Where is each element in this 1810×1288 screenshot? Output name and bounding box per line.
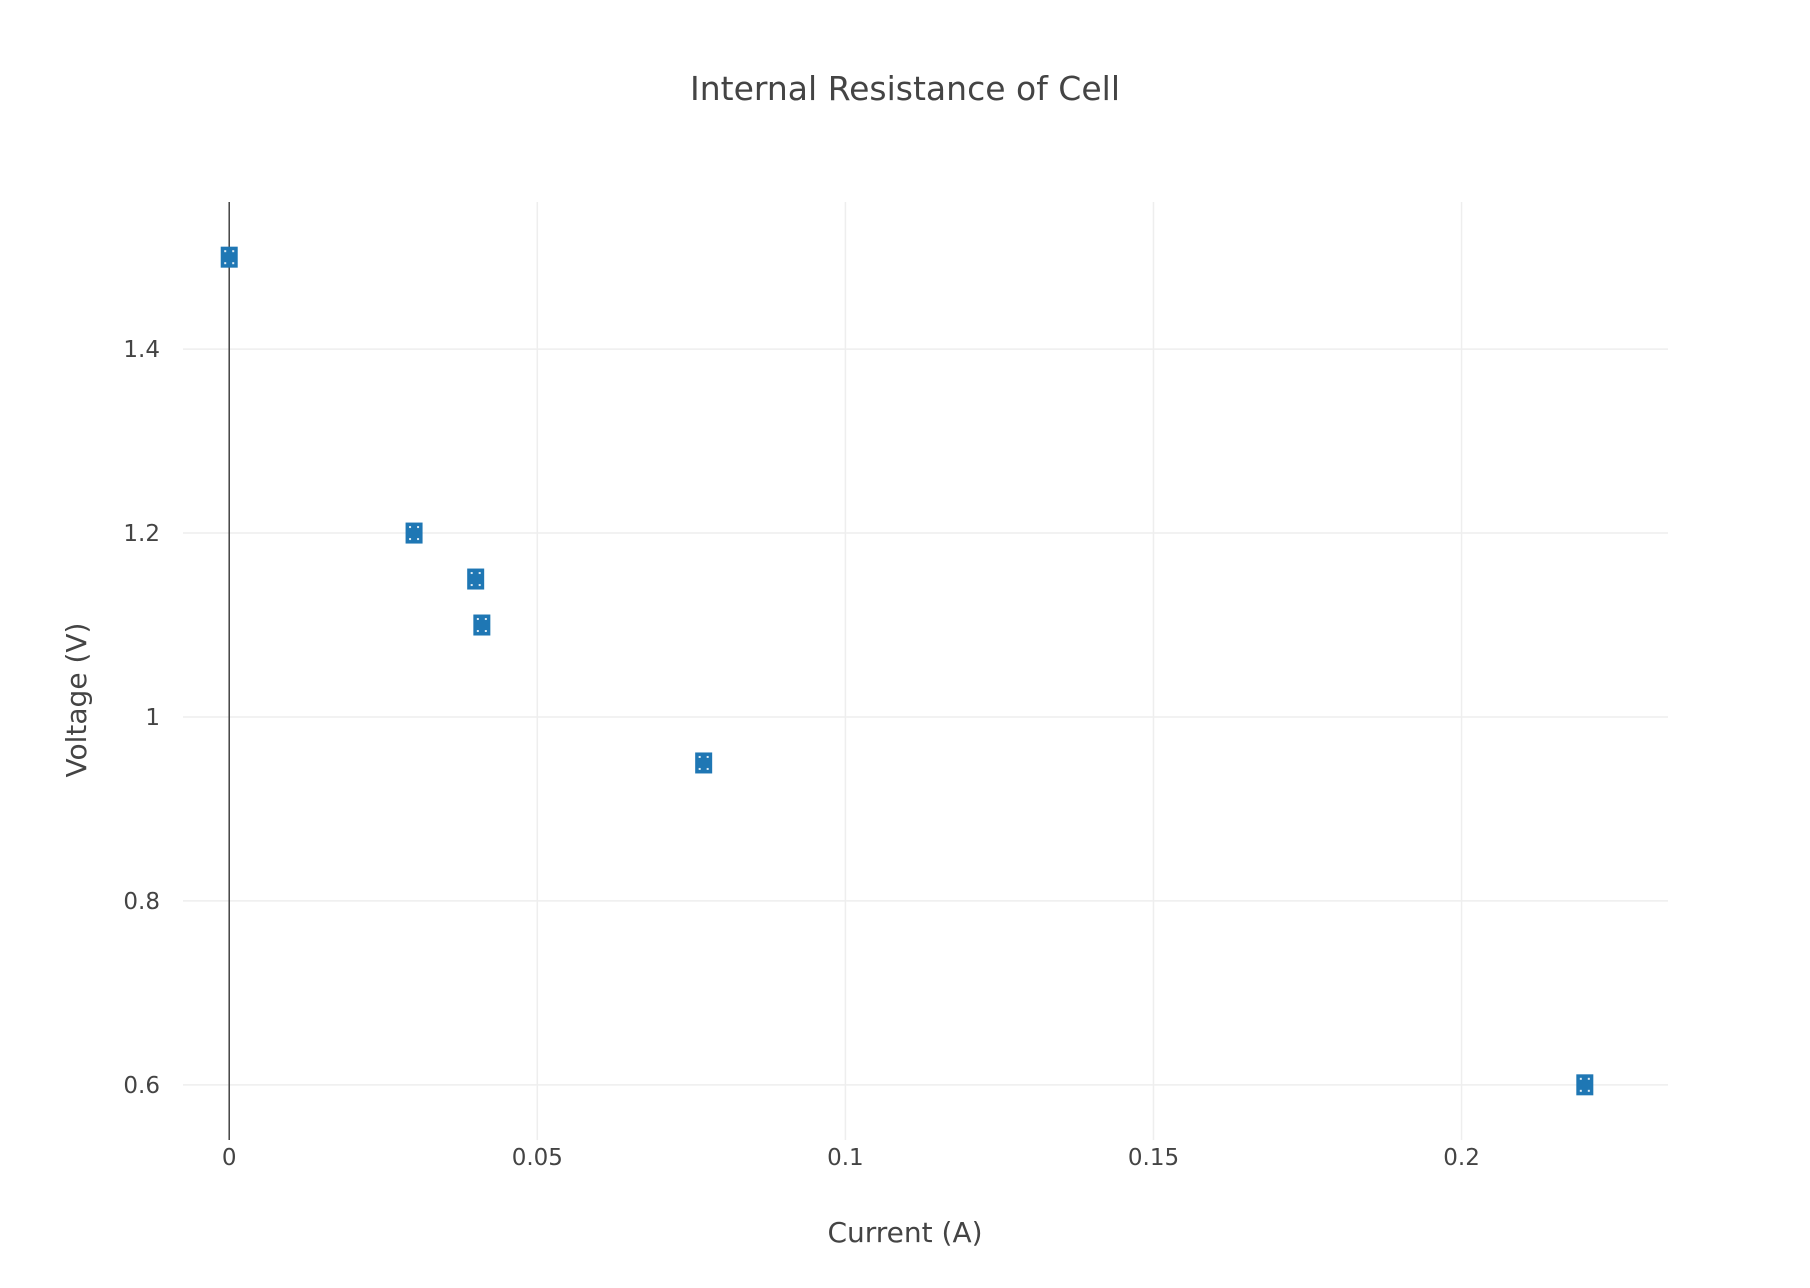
x-tick-label: 0.05 bbox=[512, 1145, 563, 1171]
x-tick-label: 0.15 bbox=[1128, 1145, 1179, 1171]
y-tick-label: 0.6 bbox=[123, 1073, 160, 1099]
data-point bbox=[1576, 1074, 1594, 1096]
y-tick-label: 1.2 bbox=[123, 521, 160, 547]
y-tick-label: 1 bbox=[145, 705, 160, 731]
x-tick-label: 0.2 bbox=[1443, 1145, 1480, 1171]
data-point bbox=[467, 568, 485, 590]
y-tick-label: 1.4 bbox=[123, 337, 160, 363]
data-points bbox=[220, 246, 1594, 1096]
data-point bbox=[220, 246, 238, 268]
data-point bbox=[695, 752, 713, 774]
data-point bbox=[405, 522, 423, 544]
chart-title: Internal Resistance of Cell bbox=[690, 69, 1120, 108]
grid-lines bbox=[183, 202, 1668, 1140]
x-tick-label: 0.1 bbox=[827, 1145, 864, 1171]
data-point bbox=[473, 614, 491, 636]
tick-labels: 0 0.05 0.1 0.15 0.2 0.6 0.8 1 1.2 1.4 bbox=[123, 337, 1479, 1171]
y-axis-title: Voltage (V) bbox=[60, 623, 93, 778]
y-tick-label: 0.8 bbox=[123, 889, 160, 915]
x-tick-label: 0 bbox=[222, 1145, 237, 1171]
x-axis-title: Current (A) bbox=[827, 1216, 982, 1249]
